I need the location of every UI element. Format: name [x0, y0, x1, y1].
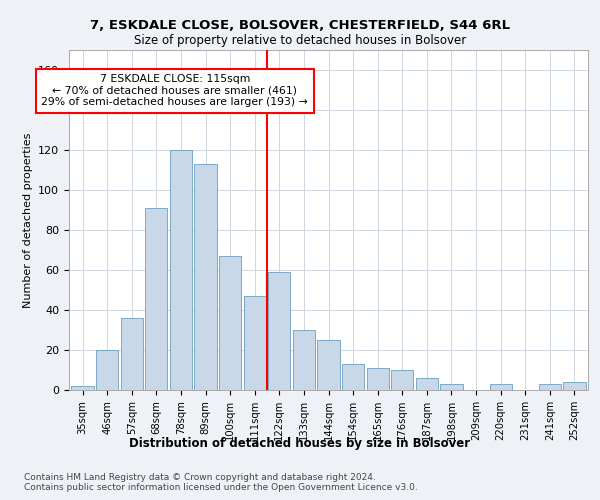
Bar [563, 382, 586, 390]
Text: Contains HM Land Registry data © Crown copyright and database right 2024.
Contai: Contains HM Land Registry data © Crown c… [24, 472, 418, 492]
Bar [96, 350, 118, 390]
Bar [416, 378, 438, 390]
Text: Size of property relative to detached houses in Bolsover: Size of property relative to detached ho… [134, 34, 466, 47]
Bar [440, 384, 463, 390]
Text: 7, ESKDALE CLOSE, BOLSOVER, CHESTERFIELD, S44 6RL: 7, ESKDALE CLOSE, BOLSOVER, CHESTERFIELD… [90, 19, 510, 32]
Bar [317, 340, 340, 390]
Text: 7 ESKDALE CLOSE: 115sqm
← 70% of detached houses are smaller (461)
29% of semi-d: 7 ESKDALE CLOSE: 115sqm ← 70% of detache… [41, 74, 308, 107]
Bar [121, 318, 143, 390]
Text: Distribution of detached houses by size in Bolsover: Distribution of detached houses by size … [130, 438, 470, 450]
Bar [219, 256, 241, 390]
Bar [194, 164, 217, 390]
Bar [145, 208, 167, 390]
Y-axis label: Number of detached properties: Number of detached properties [23, 132, 32, 308]
Bar [539, 384, 561, 390]
Bar [268, 272, 290, 390]
Bar [391, 370, 413, 390]
Bar [244, 296, 266, 390]
Bar [490, 384, 512, 390]
Bar [367, 368, 389, 390]
Bar [170, 150, 192, 390]
Bar [342, 364, 364, 390]
Bar [71, 386, 94, 390]
Bar [293, 330, 315, 390]
